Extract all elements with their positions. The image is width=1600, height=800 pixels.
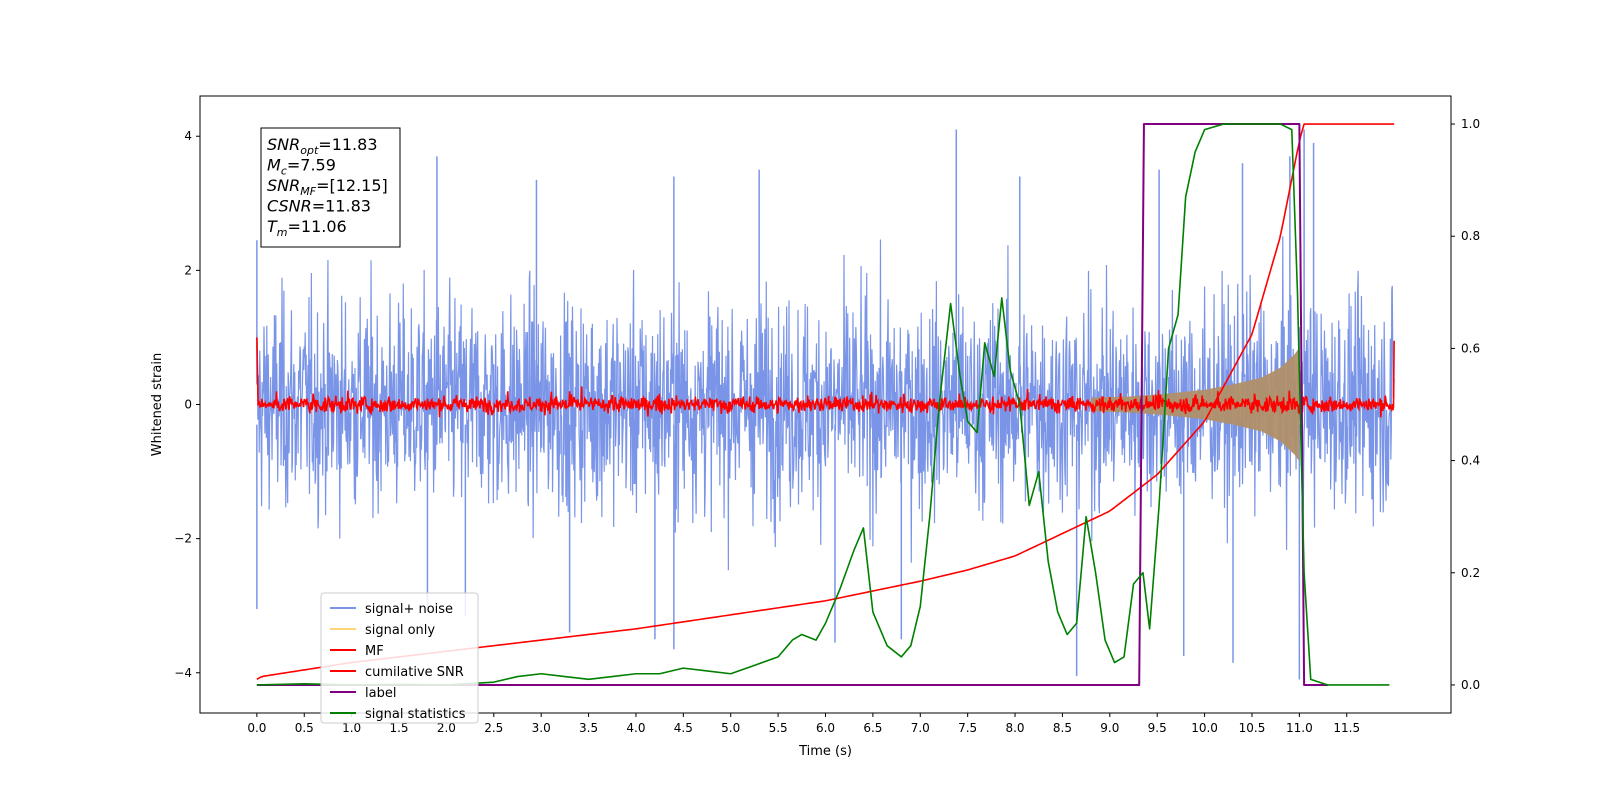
x-tick-label: 4.5 (674, 721, 693, 735)
x-tick-label: 7.0 (911, 721, 930, 735)
annotation-symbol: CSNR (267, 197, 312, 216)
legend-entry-label: signal statistics (365, 707, 466, 722)
snr-annotation-box: SNRopt=11.83Mc=7.59SNRMF=[12.15]CSNR=11.… (260, 127, 401, 248)
annotation-subscript: MF (300, 185, 316, 198)
annotation-value: =[12.15] (316, 176, 388, 195)
annotation-line: Mc=7.59 (267, 156, 336, 178)
x-tick-label: 0.0 (247, 721, 266, 735)
annotation-frame (260, 127, 401, 248)
series-signal-noise (256, 236, 1395, 571)
annotation-value: =11.06 (288, 217, 347, 236)
x-tick-label: 6.0 (816, 721, 835, 735)
x-tick-label: 11.0 (1286, 721, 1313, 735)
annotation-symbol: SNR (267, 176, 300, 195)
legend-entry-label: signal only (365, 623, 435, 638)
x-tick-label: 3.5 (579, 721, 598, 735)
x-tick-label: 1.0 (342, 721, 361, 735)
x-tick-label: 4.0 (626, 721, 645, 735)
left-y-tick-label: 4 (184, 129, 192, 143)
x-tick-label: 8.5 (1053, 721, 1072, 735)
left-y-tick-label: 0 (184, 398, 192, 412)
annotation-line: Tm=11.06 (267, 217, 347, 239)
annotation-value: =7.59 (287, 156, 336, 175)
legend-entry-label: label (365, 686, 396, 701)
annotation-value: =11.83 (318, 135, 377, 154)
x-tick-label: 5.5 (769, 721, 788, 735)
x-tick-label: 11.5 (1333, 721, 1360, 735)
right-y-axis-ticks: 0.0 0.2 0.4 0.6 0.8 1.0 (1451, 117, 1480, 692)
right-y-tick-label: 0.2 (1461, 566, 1480, 580)
annotation-line: SNRopt=11.83 (267, 135, 378, 157)
annotation-symbol: T (267, 217, 278, 236)
annotation-line: CSNR=11.83 (267, 197, 371, 216)
x-axis-label: Time (s) (798, 744, 852, 759)
x-tick-label: 3.0 (532, 721, 551, 735)
right-y-tick-label: 0.8 (1461, 229, 1480, 243)
series-signal-statistics (256, 123, 1390, 686)
x-tick-label: 5.0 (721, 721, 740, 735)
left-y-tick-label: −4 (174, 666, 192, 680)
left-y-axis-ticks: −4 −2 0 2 4 (174, 129, 200, 680)
x-tick-label: 8.0 (1005, 721, 1024, 735)
series-mf (256, 337, 1395, 418)
annotation-symbol: M (267, 156, 281, 175)
left-y-tick-label: −2 (174, 532, 192, 546)
x-tick-label: 10.0 (1191, 721, 1218, 735)
x-tick-label: 0.5 (295, 721, 314, 735)
right-y-tick-label: 0.6 (1461, 341, 1480, 355)
legend: signal+ noise signal only MF cumilative SNR… (320, 592, 479, 724)
x-tick-label: 9.0 (1100, 721, 1119, 735)
x-tick-label: 10.5 (1239, 721, 1266, 735)
x-axis-ticks: 0.0 0.5 1.0 1.5 2.0 2.5 3.0 3.5 4.0 4.5 5.0 5.5 6.0 6… (247, 713, 1360, 735)
annotation-line: SNRMF=[12.15] (267, 176, 388, 198)
right-y-tick-label: 0.4 (1461, 454, 1480, 468)
legend-frame (320, 592, 479, 724)
x-tick-label: 2.0 (437, 721, 456, 735)
legend-entry-label: MF (365, 644, 384, 659)
right-y-tick-label: 0.0 (1461, 678, 1480, 692)
y-axis-label: Whitened strain (150, 353, 165, 456)
left-y-tick-label: 2 (184, 263, 192, 277)
series-signal-only (1090, 347, 1300, 462)
x-tick-label: 9.5 (1148, 721, 1167, 735)
annotation-symbol: SNR (267, 135, 300, 154)
legend-entry-label: signal+ noise (365, 602, 453, 617)
x-tick-label: 6.5 (863, 721, 882, 735)
x-tick-label: 2.5 (484, 721, 503, 735)
annotation-value: =11.83 (312, 197, 371, 216)
annotation-subscript: opt (300, 144, 319, 157)
plot-area (256, 123, 1395, 686)
x-tick-label: 1.5 (389, 721, 408, 735)
annotation-subscript: m (277, 226, 288, 239)
right-y-tick-label: 1.0 (1461, 117, 1480, 131)
x-tick-label: 7.5 (958, 721, 977, 735)
legend-entry-label: cumilative SNR (365, 665, 464, 680)
annotation-subscript: c (281, 165, 287, 178)
